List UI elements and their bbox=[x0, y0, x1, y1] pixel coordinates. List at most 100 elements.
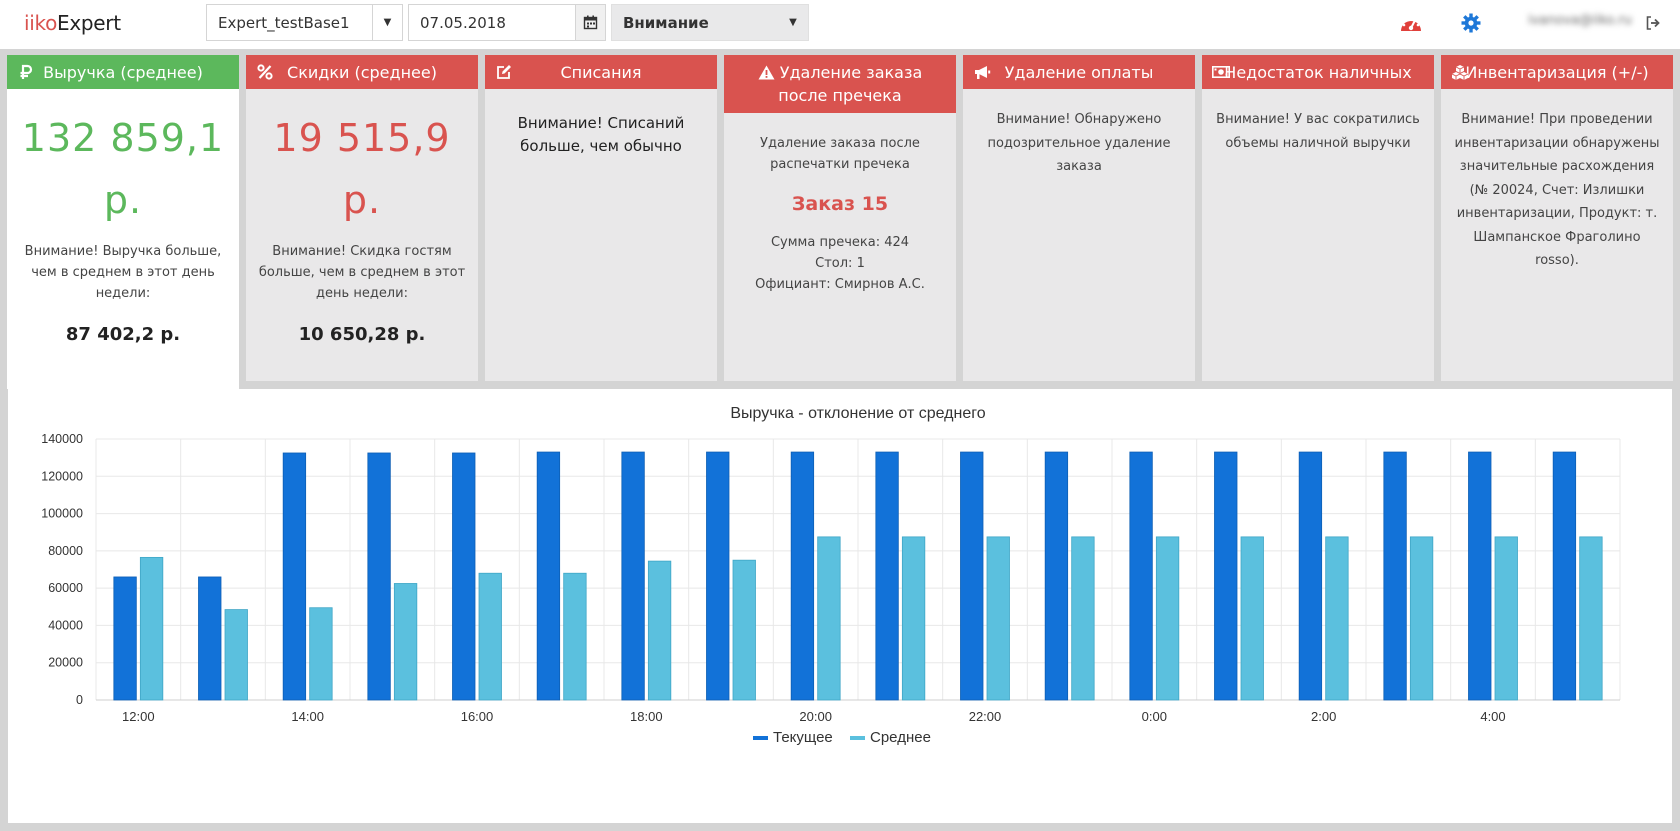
top-bar: iikoExpert Expert_testBase1 ▼ 07.05.2018… bbox=[0, 0, 1680, 47]
card-title: Скидки (среднее) bbox=[287, 62, 437, 82]
card-warning-text: Внимание! При проведении инвентаризации … bbox=[1454, 112, 1660, 268]
x-tick-label: 4:00 bbox=[1480, 709, 1505, 724]
card-inventory[interactable]: Инвентаризация (+/-) Внимание! При прове… bbox=[1441, 55, 1673, 381]
x-tick-label: 0:00 bbox=[1142, 709, 1167, 724]
bar-current bbox=[1129, 451, 1153, 701]
bar-current bbox=[1552, 451, 1577, 701]
bar-average bbox=[139, 556, 164, 701]
card-header: Выручка (среднее) bbox=[7, 55, 239, 89]
bar-average bbox=[1240, 536, 1264, 701]
card-header: Скидки (среднее) bbox=[246, 55, 478, 89]
bar-average bbox=[1325, 536, 1349, 701]
card-header: Удаление заказа после пречека bbox=[724, 55, 956, 113]
card-title: Инвентаризация (+/-) bbox=[1465, 62, 1649, 82]
card-description: Удаление заказа после распечатки пречека bbox=[760, 136, 920, 172]
card-order-deletion[interactable]: Удаление заказа после пречека Удаление з… bbox=[724, 55, 956, 381]
card-warning-text: Внимание! Обнаружено подозрительное удал… bbox=[987, 112, 1171, 174]
filter-select[interactable]: Внимание ▼ bbox=[611, 4, 809, 41]
bar-current bbox=[367, 452, 391, 701]
card-discounts[interactable]: Скидки (среднее) 19 515,9 р. Внимание! С… bbox=[246, 55, 478, 381]
y-tick-label: 120000 bbox=[41, 469, 83, 483]
gear-icon[interactable] bbox=[1458, 10, 1484, 36]
date-value: 07.05.2018 bbox=[420, 13, 506, 32]
card-header: Недостаток наличных bbox=[1202, 55, 1434, 89]
card-revenue[interactable]: Выручка (среднее) 132 859,1 р. Внимание!… bbox=[7, 55, 239, 389]
bar-average bbox=[1579, 536, 1603, 701]
x-tick-label: 18:00 bbox=[630, 709, 663, 724]
card-warning-text: Внимание! У вас сократились объемы налич… bbox=[1216, 112, 1420, 151]
order-table: Стол: 1 bbox=[815, 256, 865, 271]
app-logo[interactable]: iikoExpert bbox=[24, 11, 121, 35]
bar-current bbox=[621, 451, 645, 701]
order-sum: Сумма пречека: 424 bbox=[770, 235, 910, 250]
bar-current bbox=[1383, 451, 1407, 701]
card-payment-deletion[interactable]: Удаление оплаты Внимание! Обнаружено под… bbox=[963, 55, 1195, 381]
bar-current bbox=[536, 451, 561, 701]
bar-current bbox=[960, 451, 984, 701]
bar-average bbox=[1494, 536, 1518, 701]
card-writeoffs[interactable]: Списания Внимание! Списаний больше, чем … bbox=[485, 55, 717, 381]
card-average: 10 650,28 р. bbox=[298, 324, 426, 345]
chart-title: Выручка - отклонение от среднего bbox=[730, 405, 985, 422]
database-select[interactable]: Expert_testBase1 ▼ bbox=[206, 4, 403, 41]
bar-current bbox=[706, 451, 730, 701]
card-header: Инвентаризация (+/-) bbox=[1441, 55, 1673, 89]
bar-average bbox=[901, 536, 926, 701]
date-picker[interactable]: 07.05.2018 bbox=[408, 4, 606, 41]
bar-current bbox=[1468, 451, 1492, 701]
user-email[interactable]: ivanova@iiko.ru bbox=[1528, 13, 1632, 28]
bar-average bbox=[224, 609, 248, 701]
x-tick-label: 14:00 bbox=[291, 709, 324, 724]
bar-average bbox=[986, 536, 1010, 701]
y-tick-label: 20000 bbox=[48, 656, 83, 670]
bar-current bbox=[1298, 451, 1323, 701]
bar-current bbox=[875, 451, 899, 701]
bar-average bbox=[563, 572, 587, 701]
x-tick-label: 2:00 bbox=[1311, 709, 1336, 724]
chevron-down-icon[interactable]: ▼ bbox=[372, 5, 402, 40]
bar-average bbox=[393, 583, 418, 701]
edit-icon bbox=[495, 63, 513, 81]
y-tick-label: 140000 bbox=[41, 432, 83, 446]
legend-swatch bbox=[850, 736, 865, 740]
cubes-icon bbox=[1451, 63, 1469, 81]
x-tick-label: 22:00 bbox=[969, 709, 1002, 724]
bar-average bbox=[1155, 536, 1180, 701]
card-cash-shortage[interactable]: Недостаток наличных Внимание! У вас сокр… bbox=[1202, 55, 1434, 381]
card-title: Недостаток наличных bbox=[1224, 62, 1412, 82]
dashboard-icon[interactable] bbox=[1398, 10, 1424, 36]
bar-current bbox=[198, 576, 222, 701]
card-title: Выручка (среднее) bbox=[43, 62, 203, 82]
chart-panel: Выручка - отклонение от среднего 0 20000 40… bbox=[8, 389, 1672, 823]
bar-current bbox=[113, 576, 137, 701]
bar-current bbox=[1044, 451, 1069, 701]
card-note: Внимание! Выручка больше, чем в среднем … bbox=[24, 244, 222, 301]
bar-current bbox=[282, 452, 307, 701]
y-tick-label: 40000 bbox=[48, 618, 83, 632]
logout-icon[interactable] bbox=[1640, 10, 1666, 36]
logo-part-expert: Expert bbox=[57, 11, 121, 35]
bar-current bbox=[452, 452, 476, 701]
chevron-down-icon[interactable]: ▼ bbox=[789, 17, 797, 28]
calendar-icon[interactable] bbox=[575, 5, 605, 40]
bar-current bbox=[1214, 451, 1238, 701]
y-tick-label: 80000 bbox=[48, 544, 83, 558]
revenue-deviation-chart: Выручка - отклонение от среднего 0 20000 40… bbox=[41, 405, 1621, 746]
order-waiter: Официант: Смирнов А.С. bbox=[755, 277, 925, 292]
x-tick-label: 12:00 bbox=[122, 709, 155, 724]
y-tick-label: 60000 bbox=[48, 581, 83, 595]
warning-icon bbox=[758, 64, 776, 82]
card-average: 87 402,2 р. bbox=[65, 324, 181, 345]
filter-select-value: Внимание bbox=[623, 13, 709, 32]
legend-label: Среднее bbox=[870, 729, 931, 746]
card-title: Удаление заказа после пречека bbox=[778, 63, 923, 105]
database-select-value: Expert_testBase1 bbox=[218, 13, 350, 32]
card-header: Списания bbox=[485, 55, 717, 89]
bar-average bbox=[1071, 536, 1095, 701]
ruble-icon bbox=[17, 63, 35, 81]
bar-average bbox=[817, 536, 841, 701]
order-number[interactable]: Заказ 15 bbox=[791, 193, 889, 215]
bar-current bbox=[790, 451, 815, 701]
y-tick-label: 0 bbox=[76, 693, 83, 707]
card-warning-text: Внимание! Списаний больше, чем обычно bbox=[517, 114, 685, 155]
